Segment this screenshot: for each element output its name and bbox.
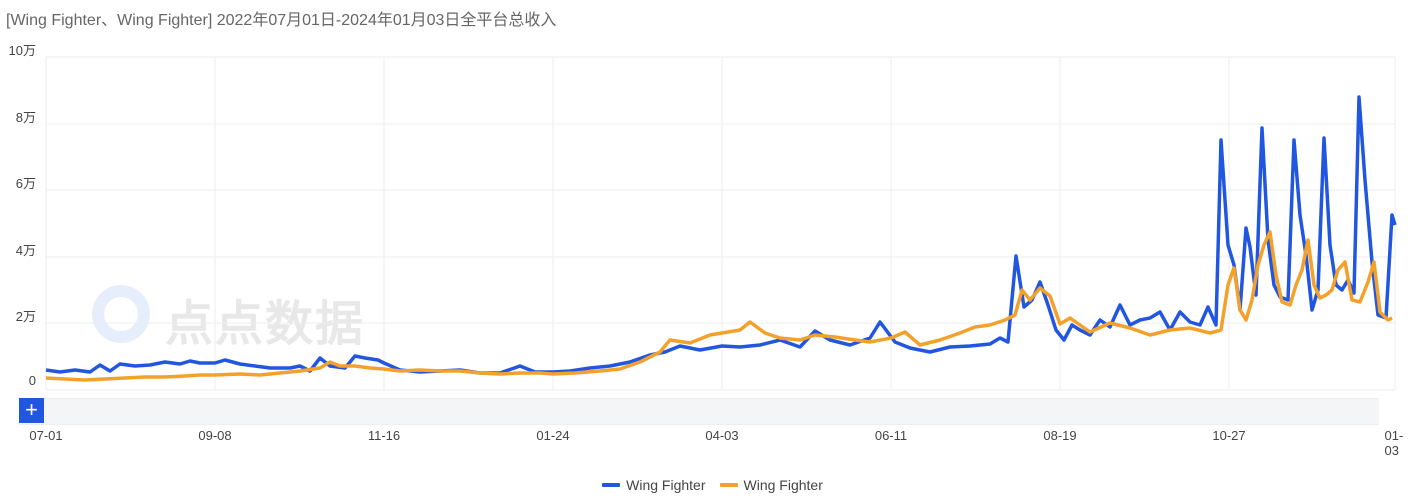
y-tick-label: 2万 — [15, 309, 36, 324]
x-tick-label: 07-01 — [29, 428, 63, 443]
y-tick-label: 0 — [28, 373, 36, 388]
y-tick-label: 6万 — [15, 176, 36, 191]
legend-swatch-orange-icon — [719, 483, 738, 487]
y-tick-label: 10万 — [8, 43, 36, 58]
grid — [45, 56, 1396, 391]
legend-label: Wing Fighter — [743, 477, 823, 493]
line-chart-plot[interactable] — [0, 0, 1425, 400]
x-tick-label: 11-16 — [367, 428, 401, 443]
x-tick-label: 06-11 — [874, 428, 908, 443]
legend-item-series-2[interactable]: Wing Fighter — [719, 477, 823, 493]
range-slider-track[interactable] — [19, 398, 1379, 425]
legend: Wing Fighter Wing Fighter — [0, 477, 1425, 493]
x-tick-label: 04-03 — [705, 428, 739, 443]
series-line-orange — [45, 230, 1393, 382]
y-tick-label: 8万 — [15, 110, 36, 125]
watermark: 点点数据 — [165, 298, 366, 351]
expand-slider-button[interactable]: + — [19, 398, 44, 423]
x-tick-label: 09-08 — [198, 428, 232, 443]
x-tick-label: 01-03 — [1384, 428, 1404, 458]
legend-item-series-1[interactable]: Wing Fighter — [602, 477, 706, 493]
x-tick-label: 08-19 — [1043, 428, 1077, 443]
legend-label: Wing Fighter — [626, 477, 706, 493]
x-tick-label: 01-24 — [536, 428, 570, 443]
chart-title: [Wing Fighter、Wing Fighter] 2022年07月01日-… — [6, 12, 557, 29]
legend-swatch-blue-icon — [602, 483, 621, 487]
y-tick-label: 4万 — [15, 243, 36, 258]
x-tick-label: 10-27 — [1212, 428, 1246, 443]
